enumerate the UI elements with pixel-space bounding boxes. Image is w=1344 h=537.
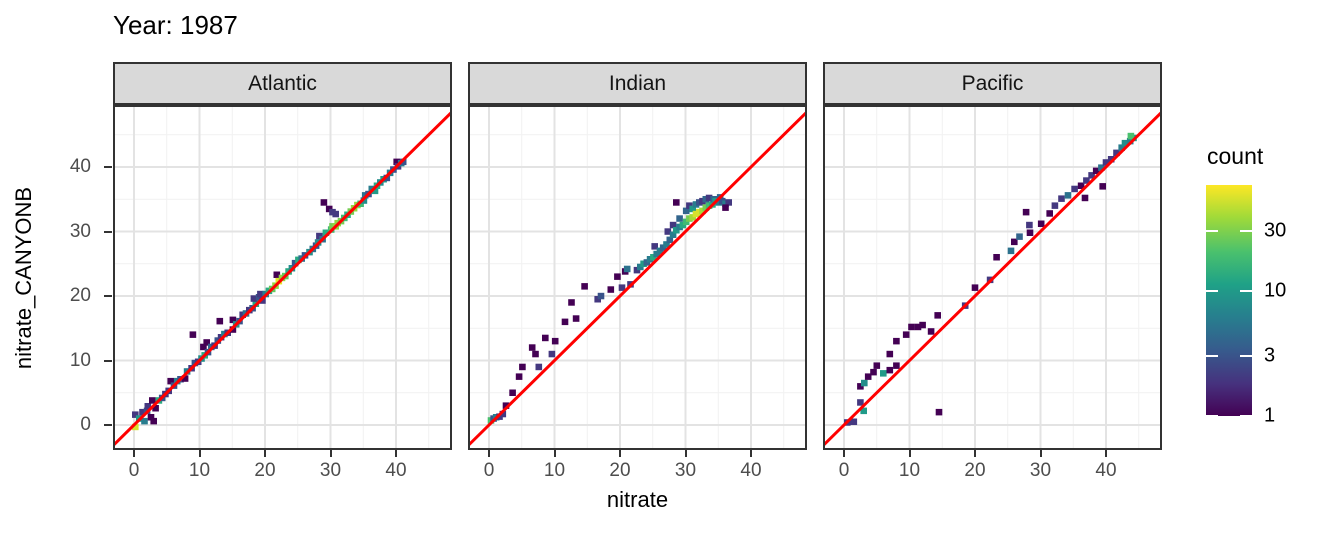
legend-colorbar: [1206, 185, 1252, 417]
x-tick-mark: [133, 450, 135, 457]
panel-canvas-atlantic: [113, 105, 452, 450]
x-tick-mark: [974, 450, 976, 457]
facet-indian: Indian 0 10 20 30 40: [468, 62, 807, 485]
x-tick-mark: [1105, 450, 1107, 457]
y-tick-mark: [104, 359, 112, 362]
x-tick-mark: [553, 450, 556, 457]
y-tick-mark: [104, 230, 112, 233]
plot-title: Year: 1987: [113, 10, 238, 40]
y-tick-mark: [104, 295, 112, 297]
y-axis-ticks: 0 10 20 30 40: [0, 105, 113, 450]
legend-tick-label: 10: [1264, 279, 1287, 302]
y-tick-mark: [104, 166, 112, 168]
facet-panel-pacific: [823, 105, 1162, 450]
legend-tick-mark: [1206, 230, 1218, 233]
facet-pacific: Pacific 0 10 20 30 40: [823, 62, 1162, 485]
grid-major-lines: [823, 105, 1162, 450]
x-tick-label: 0: [128, 460, 140, 481]
legend-tick-mark: [1240, 415, 1252, 417]
x-axis-ticks-pacific: 0 10 20 30 40: [823, 450, 1162, 485]
legend-tick-mark: [1206, 355, 1218, 358]
x-tick-label: 30: [1029, 460, 1052, 481]
x-tick-label: 40: [740, 460, 762, 481]
x-tick-label: 10: [898, 460, 921, 481]
x-axis-title: nitrate: [606, 487, 669, 512]
legend-tick-label: 3: [1264, 344, 1276, 367]
panel-canvas-indian: [468, 105, 807, 450]
facet-strip-label: Indian: [608, 71, 667, 95]
x-tick-mark: [908, 450, 911, 457]
x-tick-mark: [1039, 450, 1042, 457]
y-tick-label: 20: [69, 285, 91, 306]
panel-canvas-pacific: [823, 105, 1162, 450]
x-tick-mark: [684, 450, 687, 457]
y-tick-label: 0: [80, 414, 91, 435]
y-tick-label: 40: [69, 156, 91, 177]
facet-atlantic: Atlantic 0 10 20 30 40: [113, 62, 452, 485]
facet-strip-label: Atlantic: [248, 71, 317, 95]
x-axis-ticks-indian: 0 10 20 30 40: [468, 450, 807, 485]
x-tick-mark: [488, 450, 490, 457]
x-tick-label: 10: [543, 460, 566, 481]
facet-strip-atlantic: Atlantic: [113, 62, 452, 105]
legend-tick-label: 1: [1264, 404, 1276, 427]
y-tick-label: 30: [69, 220, 91, 242]
x-tick-mark: [750, 450, 752, 457]
legend-tick-label: 30: [1264, 219, 1287, 242]
x-tick-label: 40: [1095, 460, 1117, 481]
facet-panel-indian: [468, 105, 807, 450]
facet-panel-atlantic: [113, 105, 452, 450]
x-tick-label: 30: [319, 460, 342, 481]
legend-tick-mark: [1206, 415, 1218, 417]
legend-tick-mark: [1240, 289, 1252, 292]
facet-strip-label: Pacific: [961, 71, 1024, 95]
x-tick-label: 30: [674, 460, 697, 481]
legend-tick-mark: [1240, 355, 1252, 358]
x-tick-mark: [198, 450, 201, 457]
x-tick-label: 10: [188, 460, 211, 481]
x-tick-mark: [264, 450, 266, 457]
panel-border: [823, 105, 1162, 450]
legend: count 30 10 3 1: [1206, 143, 1344, 453]
x-tick-mark: [395, 450, 397, 457]
x-tick-mark: [329, 450, 332, 457]
legend-tick-mark: [1240, 230, 1252, 233]
x-tick-label: 20: [609, 460, 631, 481]
facet-strip-pacific: Pacific: [823, 62, 1162, 105]
facet-strip-indian: Indian: [468, 62, 807, 105]
x-tick-label: 20: [254, 460, 276, 481]
x-tick-label: 0: [838, 460, 850, 481]
x-tick-label: 20: [964, 460, 986, 481]
grid-major-lines: [468, 105, 807, 450]
identity-refline: [113, 109, 452, 448]
identity-refline: [468, 109, 807, 448]
panel-border: [113, 105, 452, 450]
panel-border: [468, 105, 807, 450]
x-tick-mark: [619, 450, 621, 457]
grid-major-lines: [113, 105, 452, 450]
legend-title: count: [1207, 143, 1264, 169]
x-tick-label: 40: [385, 460, 407, 481]
identity-refline: [823, 109, 1162, 448]
x-axis-ticks-atlantic: 0 10 20 30 40: [113, 450, 452, 485]
y-tick-label: 10: [69, 349, 91, 371]
y-tick-mark: [104, 424, 112, 426]
x-tick-label: 0: [483, 460, 495, 481]
x-tick-mark: [843, 450, 845, 457]
legend-tick-mark: [1206, 289, 1218, 292]
